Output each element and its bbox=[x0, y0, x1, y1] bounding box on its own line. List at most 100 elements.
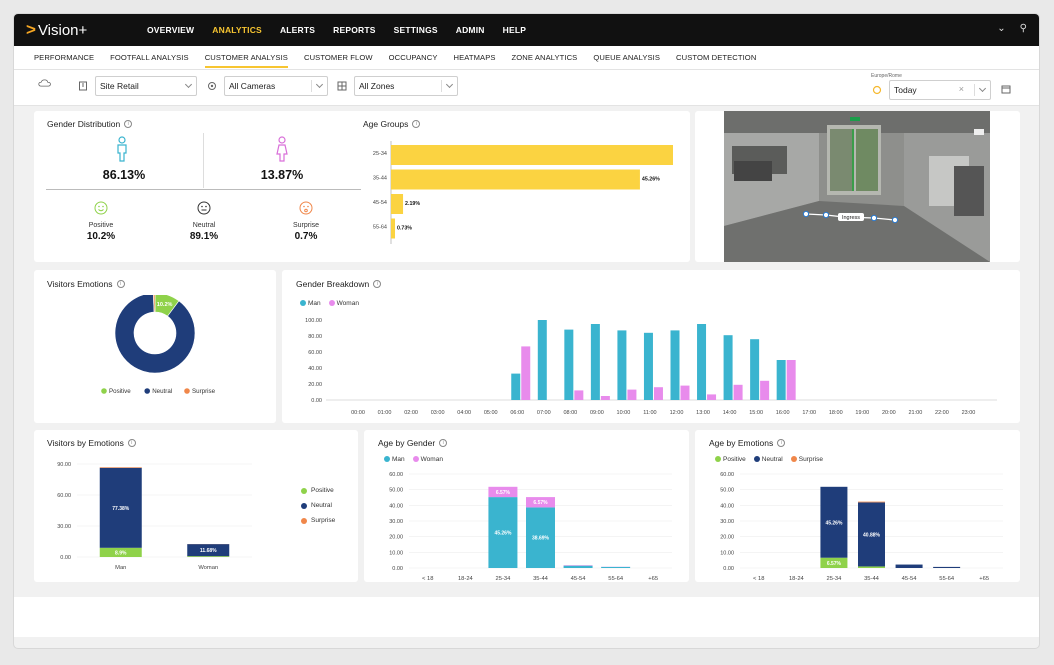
legend-swatch bbox=[412, 456, 419, 463]
info-icon[interactable]: i bbox=[116, 280, 125, 288]
weather-filter bbox=[38, 76, 57, 90]
x-tick-label: 16:00 bbox=[776, 410, 790, 416]
nav-analytics[interactable]: ANALYTICS bbox=[212, 25, 262, 35]
bar-segment bbox=[820, 486, 848, 558]
emotion-value: 10.2% bbox=[86, 231, 116, 242]
bar bbox=[574, 390, 584, 400]
legend-item[interactable]: Man bbox=[300, 300, 321, 307]
subnav-footfall-analysis[interactable]: FOOTFALL ANALYSIS bbox=[110, 53, 189, 62]
subnav-zone-analytics[interactable]: ZONE ANALYTICS bbox=[511, 53, 578, 62]
nav-settings[interactable]: SETTINGS bbox=[393, 25, 438, 35]
y-tick-label: 45-54 bbox=[373, 200, 387, 206]
legend-swatch bbox=[715, 456, 721, 463]
male-icon bbox=[117, 136, 127, 162]
bell-icon[interactable]: ⚲ bbox=[1019, 23, 1027, 34]
x-tick-label: 45-54 bbox=[902, 576, 918, 580]
emotion-label: Surprise bbox=[292, 222, 320, 229]
x-tick-label: 22:00 bbox=[935, 410, 949, 416]
age-by-emotions-title-text: Age by Emotions bbox=[709, 438, 774, 448]
bar bbox=[760, 380, 770, 400]
info-icon[interactable]: i bbox=[412, 120, 421, 128]
x-tick-label: 18-24 bbox=[458, 576, 474, 580]
subnav-customer-analysis[interactable]: CUSTOMER ANALYSIS bbox=[197, 53, 296, 68]
gender-breakdown-legend: Man Woman bbox=[300, 300, 359, 307]
bar-segment bbox=[187, 556, 230, 557]
y-tick-label: 20.00 bbox=[720, 535, 734, 541]
info-icon[interactable]: i bbox=[124, 120, 133, 128]
info-icon[interactable]: i bbox=[777, 439, 786, 447]
legend-item[interactable]: Surprise bbox=[301, 517, 335, 524]
y-tick-label: 100.00 bbox=[305, 318, 322, 324]
site-select[interactable]: Site Retail bbox=[95, 76, 197, 96]
nav-admin[interactable]: ADMIN bbox=[455, 25, 485, 35]
gender-distribution-title-text: Gender Distribution bbox=[47, 119, 121, 129]
visitors-by-emotions-legend: Positive Neutral Surprise bbox=[301, 487, 335, 532]
emotion-label: Positive bbox=[88, 222, 114, 229]
age-by-emotions-title: Age by Emotions i bbox=[709, 438, 786, 448]
subnav-customer-flow[interactable]: CUSTOMER FLOW bbox=[303, 53, 373, 62]
legend-label: Woman bbox=[420, 456, 443, 463]
nav-overview[interactable]: OVERVIEW bbox=[147, 25, 195, 35]
zone-select-value: All Zones bbox=[359, 81, 395, 91]
legend-item[interactable]: Positive bbox=[715, 456, 746, 463]
x-tick-label: 25-34 bbox=[827, 576, 843, 580]
age-groups-title-text: Age Groups bbox=[363, 119, 409, 129]
x-tick-label: 01:00 bbox=[378, 410, 392, 416]
bar bbox=[590, 324, 600, 400]
age-by-emotions-legend: Positive Neutral Surprise bbox=[715, 456, 823, 463]
legend-item[interactable]: Neutral bbox=[753, 456, 783, 463]
timezone-label: Europe/Rome bbox=[871, 73, 902, 79]
zone-select[interactable]: All Zones bbox=[354, 76, 458, 96]
select-separator bbox=[311, 80, 312, 92]
x-tick-label: 04:00 bbox=[457, 410, 471, 416]
top-navigation-bar: > Vision+ OVERVIEW ANALYTICS ALERTS REPORTS… bbox=[14, 14, 1039, 46]
subnav-custom-detection[interactable]: CUSTOM DETECTION bbox=[676, 53, 757, 62]
cloud-icon[interactable] bbox=[38, 76, 52, 90]
x-tick-label: +65 bbox=[979, 576, 989, 580]
segment-label: 11.68% bbox=[200, 548, 217, 554]
bar-segment bbox=[895, 564, 923, 568]
nav-alerts[interactable]: ALERTS bbox=[279, 25, 316, 35]
x-tick-label: 15:00 bbox=[749, 410, 763, 416]
camera-feed-image[interactable]: Ingress bbox=[724, 111, 990, 262]
nav-help[interactable]: HELP bbox=[502, 25, 527, 35]
legend-label: Positive bbox=[109, 388, 131, 395]
legend-label: Man bbox=[308, 300, 321, 307]
building-icon bbox=[76, 79, 90, 93]
visitors-emotions-title-text: Visitors Emotions bbox=[47, 279, 113, 289]
slice-label: 10.2% bbox=[157, 302, 173, 308]
bar-segment bbox=[526, 497, 555, 508]
calendar-icon[interactable] bbox=[1001, 81, 1011, 99]
legend-swatch bbox=[300, 300, 306, 307]
camera-select[interactable]: All Cameras bbox=[224, 76, 328, 96]
emotion-value: 89.1% bbox=[189, 231, 219, 242]
app-logo[interactable]: > Vision+ bbox=[26, 20, 126, 40]
date-select[interactable]: Today × bbox=[889, 80, 991, 100]
legend-item[interactable]: Man bbox=[384, 456, 405, 463]
x-tick-label: 23:00 bbox=[962, 410, 976, 416]
bar bbox=[680, 385, 690, 400]
info-icon[interactable]: i bbox=[373, 280, 382, 288]
subnav-queue-analysis[interactable]: QUEUE ANALYSIS bbox=[593, 53, 661, 62]
chevron-down-icon[interactable]: ⌄ bbox=[997, 23, 1006, 34]
clear-icon[interactable]: × bbox=[958, 84, 964, 94]
subnav-occupancy[interactable]: OCCUPANCY bbox=[388, 53, 438, 62]
subnav-heatmaps[interactable]: HEATMAPS bbox=[453, 53, 496, 62]
gender-distribution-title: Gender Distribution i bbox=[47, 119, 133, 129]
legend-label: Surprise bbox=[311, 517, 336, 524]
legend-item[interactable]: Woman bbox=[412, 456, 443, 463]
info-icon[interactable]: i bbox=[127, 439, 136, 447]
x-tick-label: 12:00 bbox=[670, 410, 684, 416]
legend-item[interactable]: Positive bbox=[301, 487, 335, 494]
main-nav: OVERVIEW ANALYTICS ALERTS REPORTS SETTINGS AD… bbox=[138, 25, 535, 35]
x-tick-label: 18:00 bbox=[829, 410, 843, 416]
data-label: 0.73% bbox=[397, 226, 412, 232]
info-icon[interactable]: i bbox=[439, 439, 448, 447]
legend-item[interactable]: Neutral bbox=[301, 502, 335, 509]
bar-segment bbox=[488, 497, 518, 568]
subnav-performance[interactable]: PERFORMANCE bbox=[34, 53, 95, 62]
nav-reports[interactable]: REPORTS bbox=[333, 25, 376, 35]
legend-item[interactable]: Surprise bbox=[790, 456, 823, 463]
legend-item[interactable]: Woman bbox=[328, 300, 359, 307]
y-tick-label: 40.00 bbox=[720, 503, 734, 509]
